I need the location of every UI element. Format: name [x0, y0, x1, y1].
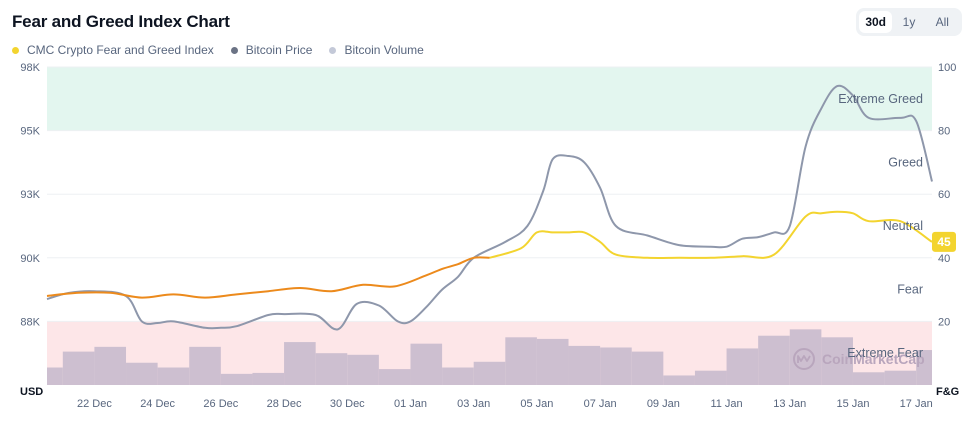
x-axis-tick-label: 01 Jan — [394, 398, 427, 410]
current-value-badge — [932, 231, 956, 252]
left-axis-tick-label: 98K — [20, 62, 40, 74]
fear-greed-line[interactable] — [489, 210, 933, 260]
zone-label: Extreme Fear — [847, 346, 923, 360]
x-axis-tick-label: 03 Jan — [457, 398, 490, 410]
volume-bar[interactable] — [536, 338, 569, 385]
watermark: CoinMarketCap — [793, 348, 925, 370]
volume-bar[interactable] — [94, 346, 127, 385]
legend-item-bitcoin-volume[interactable]: Bitcoin Volume — [329, 43, 424, 57]
volume-bar[interactable] — [884, 370, 917, 385]
volume-bar[interactable] — [189, 346, 221, 385]
left-axis-unit-label: USD — [20, 386, 43, 398]
legend-item-fear-greed[interactable]: CMC Crypto Fear and Greed Index — [12, 43, 214, 57]
volume-bar[interactable] — [694, 370, 727, 385]
volume-bar[interactable] — [442, 367, 474, 385]
zone-label: Fear — [897, 283, 923, 297]
current-value-text: 45 — [937, 235, 951, 249]
volume-bar[interactable] — [62, 351, 95, 385]
right-axis-unit-label: F&G — [936, 386, 959, 398]
zone-label: Extreme Greed — [838, 92, 923, 106]
volume-bar[interactable] — [410, 343, 443, 385]
x-axis-tick-label: 30 Dec — [330, 398, 365, 410]
volume-bar[interactable] — [284, 342, 316, 385]
volume-bar[interactable] — [916, 350, 932, 385]
volume-bar[interactable] — [758, 335, 790, 385]
coinmarketcap-logo-mark — [797, 355, 811, 363]
volume-bar[interactable] — [568, 345, 601, 385]
x-axis-tick-label: 15 Jan — [836, 398, 869, 410]
left-axis-tick-label: 93K — [20, 189, 40, 201]
left-axis-tick-label: 88K — [20, 316, 40, 328]
range-30d-button[interactable]: 30d — [859, 11, 893, 33]
x-axis-tick-label: 07 Jan — [584, 398, 617, 410]
volume-bar[interactable] — [663, 375, 695, 385]
legend-label-bitcoin-volume: Bitcoin Volume — [344, 43, 424, 57]
x-axis-tick-label: 22 Dec — [77, 398, 112, 410]
fear-greed-line-highlight[interactable] — [46, 256, 490, 299]
right-axis-tick-label: 100 — [938, 62, 956, 74]
legend-dot-fear-greed — [12, 46, 19, 54]
volume-bar[interactable] — [315, 353, 348, 385]
x-axis-tick-label: 09 Jan — [647, 398, 680, 410]
range-all-button[interactable]: All — [935, 15, 949, 29]
page-title: Fear and Greed Index Chart — [12, 12, 230, 31]
volume-bar[interactable] — [852, 372, 885, 385]
volume-bar[interactable] — [157, 367, 190, 385]
chart-legend: CMC Crypto Fear and Greed Index Bitcoin … — [12, 43, 441, 57]
zone-label: Greed — [888, 155, 923, 169]
volume-bar[interactable] — [347, 354, 379, 385]
volume-bar[interactable] — [473, 361, 506, 385]
x-axis-tick-label: 26 Dec — [203, 398, 238, 410]
x-axis-tick-label: 24 Dec — [140, 398, 175, 410]
right-axis-tick-label: 60 — [938, 189, 950, 201]
left-axis-tick-label: 90K — [20, 253, 40, 265]
right-axis-tick-label: 80 — [938, 126, 950, 138]
zone-extreme-greed — [47, 67, 932, 131]
right-axis-tick-label: 20 — [938, 316, 950, 328]
zone-label: Neutral — [883, 219, 923, 233]
volume-bar[interactable] — [47, 367, 63, 385]
volume-bar[interactable] — [505, 337, 537, 385]
volume-bar[interactable] — [600, 347, 632, 385]
left-axis-tick-label: 95K — [20, 126, 40, 138]
x-axis-tick-label: 28 Dec — [267, 398, 302, 410]
volume-bar[interactable] — [126, 362, 158, 385]
volume-bar[interactable] — [631, 351, 664, 385]
volume-bar[interactable] — [821, 337, 853, 385]
volume-bar[interactable] — [220, 373, 253, 385]
range-selector: 30d 1y All — [856, 8, 962, 36]
volume-bar[interactable] — [726, 348, 759, 385]
right-axis-tick-label: 40 — [938, 253, 950, 265]
legend-label-fear-greed: CMC Crypto Fear and Greed Index — [27, 43, 214, 57]
legend-item-bitcoin-price[interactable]: Bitcoin Price — [230, 43, 313, 57]
volume-bar[interactable] — [252, 372, 285, 385]
legend-dot-bitcoin-price — [230, 46, 238, 54]
x-axis-tick-label: 13 Jan — [773, 398, 806, 410]
coinmarketcap-logo-icon — [793, 348, 815, 370]
legend-label-bitcoin-price: Bitcoin Price — [245, 43, 313, 57]
legend-dot-bitcoin-volume — [329, 46, 337, 54]
watermark-text: CoinMarketCap — [822, 351, 925, 367]
range-1y-button[interactable]: 1y — [902, 15, 916, 29]
volume-bar[interactable] — [378, 369, 411, 385]
x-axis-tick-label: 17 Jan — [900, 398, 933, 410]
x-axis-tick-label: 11 Jan — [710, 398, 742, 410]
x-axis-tick-label: 05 Jan — [520, 398, 553, 410]
bitcoin-price-line[interactable] — [46, 84, 933, 331]
